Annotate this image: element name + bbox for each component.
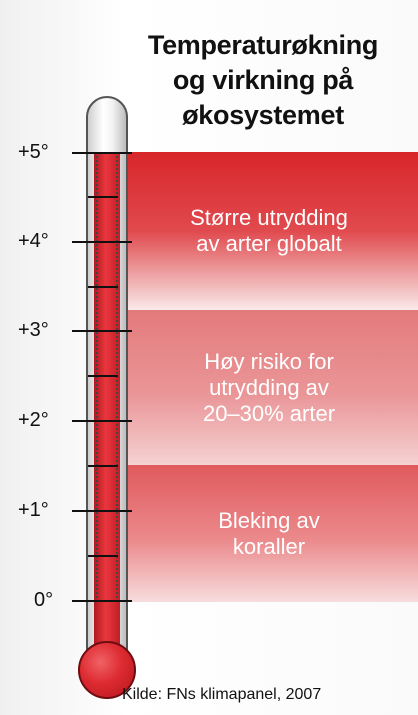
band-line: Bleking av xyxy=(218,507,320,533)
liquid-edge-right xyxy=(116,152,118,602)
band-text: Høy risiko for utrydding av 20–30% arter xyxy=(203,349,335,427)
impact-band-medium: Høy risiko for utrydding av 20–30% arter xyxy=(120,310,418,465)
thermometer-bulb xyxy=(78,641,136,699)
tick-major xyxy=(72,510,132,512)
band-line: Større utrydding xyxy=(190,205,348,230)
impact-band-low: Bleking av koraller xyxy=(120,465,418,602)
title-line-2: og virkning på xyxy=(172,65,354,95)
band-line: utrydding av xyxy=(209,374,329,400)
title-line-1: Temperaturøkning xyxy=(147,30,379,60)
liquid-edge-left xyxy=(96,152,98,602)
band-line: av arter globalt xyxy=(196,231,342,256)
tick-major xyxy=(72,600,132,602)
tick-major xyxy=(72,241,132,243)
scale-label: +3° xyxy=(18,319,49,341)
thermometer-liquid xyxy=(94,152,120,658)
tick-major xyxy=(72,330,132,332)
impact-band-high: Større utrydding av arter globalt xyxy=(120,152,418,310)
band-line: 20–30% arter xyxy=(202,400,336,426)
band-text: Bleking av koraller xyxy=(218,508,320,560)
scale-label: +2° xyxy=(18,409,49,431)
tick-major xyxy=(72,152,132,154)
tick-minor xyxy=(88,286,118,288)
tick-minor xyxy=(88,555,118,557)
band-line: Høy risiko for xyxy=(204,348,334,374)
scale-label: +4° xyxy=(18,230,49,252)
tick-minor xyxy=(88,375,118,377)
tick-minor xyxy=(88,465,118,467)
source-credit: Kilde: FNs klimapanel, 2007 xyxy=(122,686,322,703)
scale-label: +1° xyxy=(18,499,49,521)
tick-major xyxy=(72,420,132,422)
title-line-3: økosystemet xyxy=(182,100,344,130)
band-line: koraller xyxy=(232,533,306,559)
band-text: Større utrydding av arter globalt xyxy=(190,205,348,257)
scale-label: 0° xyxy=(34,589,54,611)
tick-minor xyxy=(88,196,118,198)
infographic-title: Temperaturøkning og virkning på økosyste… xyxy=(118,28,408,133)
scale-label: +5° xyxy=(18,141,49,163)
